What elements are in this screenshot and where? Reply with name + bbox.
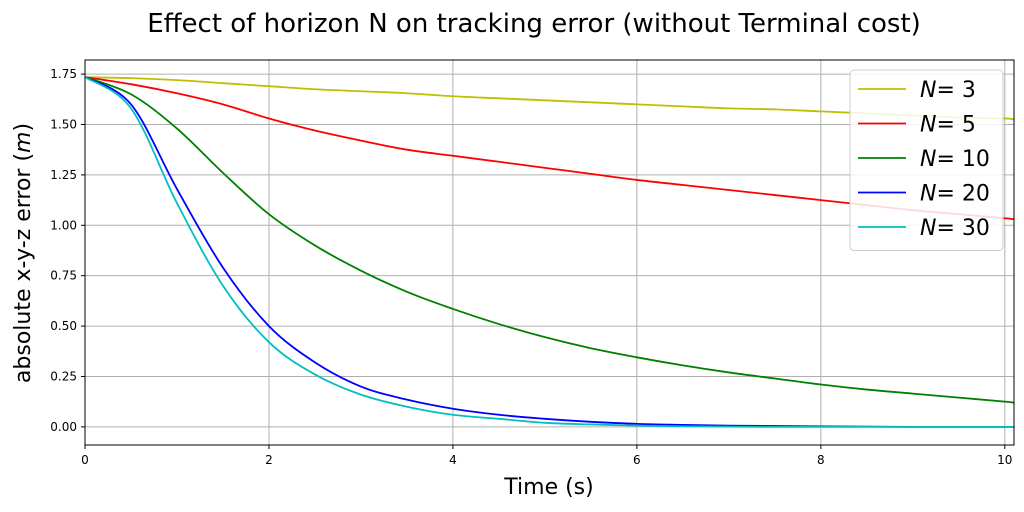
- legend-label: N= 10: [920, 147, 990, 172]
- legend-label-variable: N: [920, 113, 936, 138]
- legend-label-value: = 10: [936, 147, 989, 172]
- y-axis-ticks: 0.00 0.25 0.50 0.75 1.00 1.25 1.50 1.75: [50, 67, 85, 434]
- legend-label-variable: N: [920, 216, 936, 241]
- plot-frame: [84, 59, 1015, 446]
- legend-box: [849, 69, 1004, 251]
- legend-item-n3: N= 3: [858, 78, 976, 103]
- y-tick-label: 1.00: [50, 218, 77, 232]
- series-line-n10: [85, 76, 1014, 404]
- x-tick-label: 4: [449, 453, 457, 467]
- legend-label-value: = 30: [936, 216, 989, 241]
- legend-item-n20: N= 20: [858, 182, 990, 207]
- series-line-n30: [85, 76, 1014, 428]
- x-tick-label: 10: [997, 453, 1012, 467]
- y-tick-label: 0.50: [50, 319, 77, 333]
- x-tick-label: 6: [633, 453, 641, 467]
- y-axis-label: absolute x-y-z error (m): [11, 123, 36, 383]
- legend-item-n30: N= 30: [858, 216, 990, 241]
- legend-label-variable: N: [920, 182, 936, 207]
- y-tick-label: 1.25: [50, 168, 77, 182]
- x-tick-label: 0: [81, 453, 89, 467]
- x-axis-ticks: 0 2 4 6 8 10: [81, 445, 1012, 467]
- legend: N= 3N= 5N= 10N= 20N= 30: [849, 69, 1004, 251]
- x-tick-label: 2: [265, 453, 273, 467]
- legend-label-variable: N: [920, 78, 936, 103]
- legend-label-value: = 3: [936, 78, 975, 103]
- y-axis-label-prefix: absolute x-y-z error (: [11, 153, 36, 383]
- legend-label-value: = 5: [936, 113, 975, 138]
- chart-title: Effect of horizon N on tracking error (w…: [147, 9, 921, 39]
- legend-label: N= 30: [920, 216, 990, 241]
- y-axis-label-suffix: ): [11, 123, 36, 132]
- y-tick-label: 1.50: [50, 118, 77, 132]
- legend-item-n5: N= 5: [858, 113, 976, 138]
- x-tick-label: 8: [817, 453, 825, 467]
- legend-label: N= 3: [920, 78, 976, 103]
- y-tick-label: 0.75: [50, 269, 77, 283]
- legend-item-n10: N= 10: [858, 147, 990, 172]
- legend-label: N= 5: [920, 113, 976, 138]
- legend-label: N= 20: [920, 182, 990, 207]
- y-axis-label-unit: m: [11, 132, 36, 153]
- x-axis-label: Time (s): [503, 475, 593, 500]
- y-tick-label: 0.00: [50, 420, 77, 434]
- legend-label-value: = 20: [936, 182, 989, 207]
- y-tick-label: 1.75: [50, 67, 77, 81]
- y-tick-label: 0.25: [50, 369, 77, 383]
- legend-label-variable: N: [920, 147, 936, 172]
